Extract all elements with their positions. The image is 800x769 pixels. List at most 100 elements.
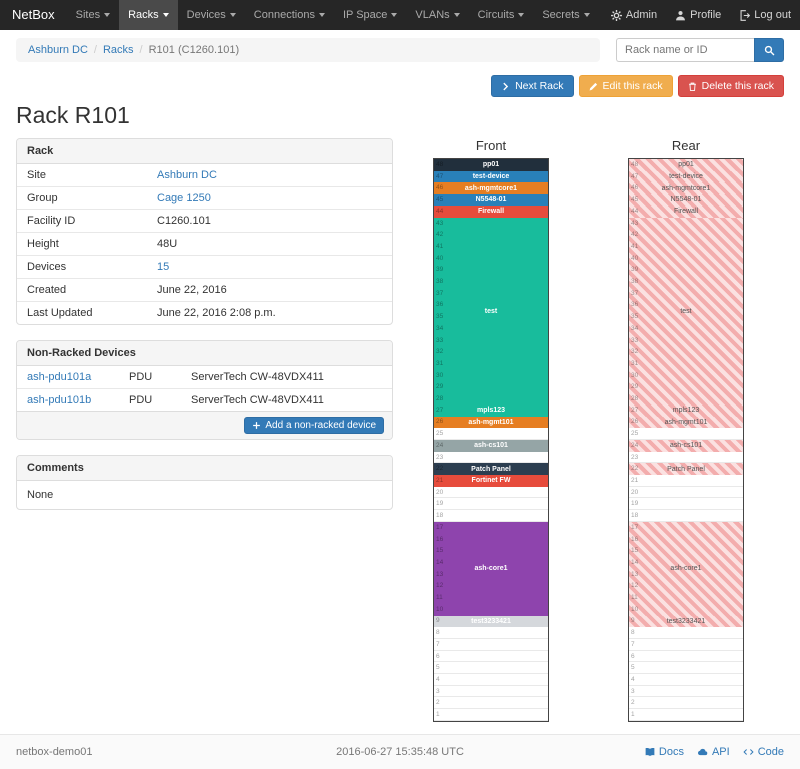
cloud-icon <box>697 747 708 757</box>
rack-device-pp01[interactable]: pp01 <box>629 159 743 171</box>
footer-link-api[interactable]: API <box>697 746 730 758</box>
rack-device-test3233421[interactable]: test3233421 <box>434 615 548 628</box>
unit-number: 6 <box>436 652 440 660</box>
breadcrumb-item-ashburn-dc[interactable]: Ashburn DC <box>28 44 88 56</box>
rack-device-ash-cs101[interactable]: ash-cs101 <box>434 440 548 452</box>
rack-device-n5548-01[interactable]: N5548-01 <box>629 194 743 206</box>
rack-unit-23: 23 <box>434 452 548 464</box>
unit-number: 21 <box>436 476 444 484</box>
nav-item-vlans[interactable]: VLANs <box>406 0 468 30</box>
unit-number: 42 <box>436 231 444 239</box>
attribute-value: June 22, 2016 2:08 p.m. <box>157 307 276 319</box>
edit-this-rack-button[interactable]: Edit this rack <box>578 75 673 97</box>
attribute-label: Facility ID <box>27 215 76 227</box>
rack-unit-1: 1 <box>434 709 548 721</box>
rack-unit-2: 2 <box>629 697 743 710</box>
nav-item-sites[interactable]: Sites <box>67 0 119 30</box>
unit-number: 5 <box>631 664 635 672</box>
rack-device-firewall[interactable]: Firewall <box>629 205 743 218</box>
unit-number: 24 <box>631 441 639 449</box>
rack-device-firewall[interactable]: Firewall <box>434 205 548 218</box>
attribute-value-link[interactable]: Cage 1250 <box>157 192 211 204</box>
rack-unit-8: 8 <box>434 627 548 639</box>
attribute-value-link[interactable]: 15 <box>157 261 170 273</box>
rear-rack: 48 47 46 45 44 43 42 41 40 39 38 37 36 35 34 33 32 31 30 29… <box>628 158 744 722</box>
rack-device-mpls123[interactable]: mpls123 <box>434 404 548 417</box>
nav-item-racks[interactable]: Racks <box>119 0 178 30</box>
device-label: Fortinet FW <box>471 477 511 485</box>
rack-device-pp01[interactable]: pp01 <box>434 159 548 171</box>
add-non-racked-device-button[interactable]: Add a non-racked device <box>244 417 384 434</box>
rack-device-ash-mgmtcore1[interactable]: ash-mgmtcore1 <box>434 182 548 195</box>
footer-link-docs[interactable]: Docs <box>645 746 684 758</box>
app-brand[interactable]: NetBox <box>12 7 55 22</box>
next-rack-button[interactable]: Next Rack <box>491 75 574 97</box>
rack-attribute-row: Devices 15 <box>17 255 392 278</box>
device-link[interactable]: ash-pdu101a <box>27 371 92 383</box>
rack-device-patch-panel[interactable]: Patch Panel <box>434 463 548 476</box>
unit-number: 11 <box>436 594 443 602</box>
rack-device-ash-mgmt101[interactable]: ash-mgmt101 <box>629 416 743 429</box>
rack-device-ash-cs101[interactable]: ash-cs101 <box>629 440 743 452</box>
rack-unit-1: 1 <box>629 709 743 721</box>
caret-down-icon <box>453 13 460 17</box>
page-title: Rack R101 <box>16 102 130 128</box>
footer-link-code[interactable]: Code <box>743 746 784 758</box>
log-out-icon <box>739 9 751 21</box>
nav-item-label: Sites <box>75 9 101 21</box>
nav-item-devices[interactable]: Devices <box>178 0 245 30</box>
rack-attribute-row: Created June 22, 2016 <box>17 278 392 301</box>
rack-device-test3233421[interactable]: test3233421 <box>629 615 743 628</box>
attribute-value-link[interactable]: Ashburn DC <box>157 169 217 181</box>
unit-number: 13 <box>631 570 639 578</box>
rack-device-patch-panel[interactable]: Patch Panel <box>629 463 743 476</box>
unit-number: 2 <box>436 699 440 707</box>
unit-number: 29 <box>631 383 639 391</box>
search-button[interactable] <box>754 38 784 62</box>
rack-device-test[interactable]: test <box>629 217 743 405</box>
unit-number: 44 <box>436 207 444 215</box>
footer-link-label: Code <box>757 746 784 758</box>
rack-unit-25: 25 <box>434 428 548 440</box>
nav-item-label: VLANs <box>415 9 450 21</box>
chevron-right-icon <box>501 82 510 91</box>
unit-number: 30 <box>631 371 639 379</box>
nav-item-ip-space[interactable]: IP Space <box>334 0 406 30</box>
unit-number: 4 <box>436 675 440 683</box>
unit-number: 32 <box>436 348 444 356</box>
delete-this-rack-button[interactable]: Delete this rack <box>677 75 784 97</box>
rack-device-test-device[interactable]: test-device <box>629 170 743 183</box>
rack-device-mpls123[interactable]: mpls123 <box>629 404 743 417</box>
rack-device-ash-mgmtcore1[interactable]: ash-mgmtcore1 <box>629 182 743 195</box>
breadcrumb-bar: Ashburn DC / Racks / R101 (C1260.101) <box>16 38 784 62</box>
rack-device-test-device[interactable]: test-device <box>434 170 548 183</box>
unit-number: 8 <box>436 629 440 637</box>
nav-item-admin[interactable]: Admin <box>602 0 666 30</box>
unit-number: 16 <box>631 535 639 543</box>
nav-item-profile[interactable]: Profile <box>666 0 730 30</box>
rack-device-ash-core1[interactable]: ash-core1 <box>434 521 548 616</box>
nav-item-circuits[interactable]: Circuits <box>469 0 534 30</box>
search-input[interactable] <box>616 38 754 62</box>
nav-item-secrets[interactable]: Secrets <box>533 0 598 30</box>
rack-unit-21: 21 <box>629 475 743 487</box>
code-icon <box>743 747 754 757</box>
rack-device-n5548-01[interactable]: N5548-01 <box>434 194 548 206</box>
rack-actions: Next Rack Edit this rack Delete this rack <box>16 75 784 97</box>
rack-device-fortinet-fw[interactable]: Fortinet FW <box>434 475 548 487</box>
unit-number: 37 <box>436 289 444 297</box>
rack-device-test[interactable]: test <box>434 217 548 405</box>
device-model: ServerTech CW-48VDX411 <box>191 394 324 406</box>
unit-number: 36 <box>436 301 444 309</box>
unit-number: 34 <box>631 324 639 332</box>
trash-icon <box>688 82 697 91</box>
nav-item-log-out[interactable]: Log out <box>730 0 800 30</box>
footer-link-label: Docs <box>658 746 684 758</box>
unit-number: 35 <box>436 313 444 321</box>
rack-device-ash-mgmt101[interactable]: ash-mgmt101 <box>434 416 548 429</box>
nav-item-connections[interactable]: Connections <box>245 0 334 30</box>
unit-number: 25 <box>631 430 639 438</box>
breadcrumb-item-racks[interactable]: Racks <box>102 44 134 56</box>
device-link[interactable]: ash-pdu101b <box>27 394 92 406</box>
rack-device-ash-core1[interactable]: ash-core1 <box>629 521 743 616</box>
